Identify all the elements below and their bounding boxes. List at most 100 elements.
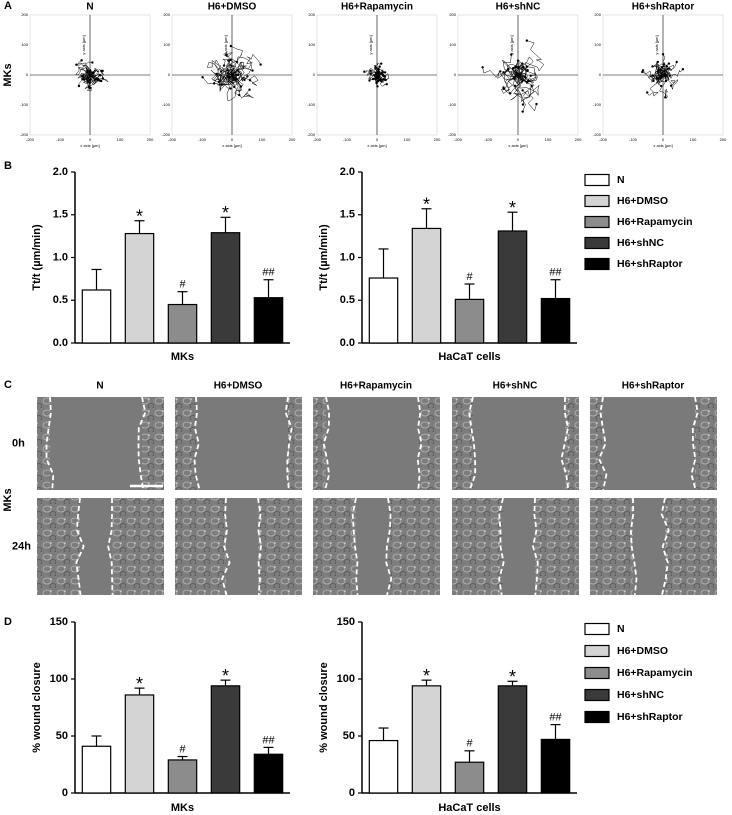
track xyxy=(654,65,667,76)
wound-edge xyxy=(75,497,85,596)
panel-letter: D xyxy=(4,616,12,628)
track-end xyxy=(235,60,239,64)
x-tick-label: -100 xyxy=(484,137,493,142)
y-axis-label: y axis [µm] xyxy=(509,35,514,54)
y-tick-label: 150 xyxy=(50,616,68,628)
y-tick-label: 200 xyxy=(21,12,28,17)
track xyxy=(223,51,243,78)
row-label: MKs xyxy=(2,63,14,86)
track-end xyxy=(661,52,665,56)
legend-swatch xyxy=(584,257,610,271)
x-tick-label: -200 xyxy=(26,137,35,142)
y-axis-label: y axis [µm] xyxy=(223,35,228,54)
track-end xyxy=(368,79,371,82)
x-axis-label: x axis [µm] xyxy=(367,143,386,148)
y-axis-label: y axis [µm] xyxy=(368,35,373,54)
track-end xyxy=(88,87,91,90)
plot-title: H6+DMSO xyxy=(208,2,257,13)
track-end xyxy=(382,78,385,81)
x-tick-label: 200 xyxy=(434,137,441,142)
image-title: H6+Rapamycin xyxy=(340,381,412,392)
track-end xyxy=(535,102,538,106)
wound-gap xyxy=(50,397,142,490)
x-tick-label: 0 xyxy=(89,137,92,142)
track xyxy=(482,60,519,79)
y-tick-label: 0 xyxy=(168,72,171,77)
track xyxy=(376,67,382,77)
significance-label: * xyxy=(136,674,143,694)
track xyxy=(89,74,97,81)
track-end xyxy=(383,71,387,74)
track-end xyxy=(526,69,529,72)
track-end xyxy=(369,69,372,73)
track xyxy=(221,74,243,101)
bar xyxy=(411,227,442,344)
legend-swatch xyxy=(584,644,610,658)
track-end xyxy=(502,71,505,74)
track xyxy=(511,61,537,83)
wound-gap xyxy=(603,397,695,490)
legend-swatch xyxy=(584,688,610,702)
track-end xyxy=(378,65,381,68)
x-tick-label: -200 xyxy=(599,137,608,142)
track xyxy=(212,67,234,83)
wound-edge xyxy=(351,497,359,596)
track-end xyxy=(510,53,513,56)
track-end xyxy=(248,79,252,82)
significance-label: ## xyxy=(549,267,562,279)
y-tick-label: 100 xyxy=(594,42,601,47)
y-tick-label: -200 xyxy=(448,132,457,137)
wound-gap xyxy=(80,498,112,595)
track xyxy=(642,71,663,78)
significance-label: # xyxy=(466,271,473,283)
track-end xyxy=(259,63,262,66)
y-tick-label: -200 xyxy=(593,132,602,137)
wound-gap xyxy=(226,498,258,595)
x-tick-label: 100 xyxy=(117,137,124,142)
significance-label: * xyxy=(222,203,229,223)
image-title: H6+DMSO xyxy=(214,381,263,392)
track xyxy=(510,74,531,101)
x-axis-label: x axis [µm] xyxy=(653,143,672,148)
track xyxy=(219,75,233,92)
y-axis-label: % wound closure xyxy=(318,662,330,752)
track-end xyxy=(652,79,655,83)
legend-label: H6+Rapamycin xyxy=(617,216,693,228)
track-end xyxy=(507,67,510,71)
track xyxy=(89,67,103,76)
track xyxy=(500,68,519,76)
x-tick-label: 100 xyxy=(259,137,266,142)
wound-edge xyxy=(598,396,608,491)
bar xyxy=(368,277,399,344)
wound-edge xyxy=(107,498,114,596)
track-end xyxy=(522,65,525,68)
y-tick-label: -100 xyxy=(20,102,29,107)
legend-label: N xyxy=(617,174,625,186)
track-end xyxy=(380,62,383,65)
bar xyxy=(454,298,485,344)
wound-edge xyxy=(221,497,231,596)
x-axis-label: HaCaT cells xyxy=(438,802,500,814)
track-end xyxy=(385,82,388,86)
track xyxy=(376,70,388,82)
y-tick-label: -100 xyxy=(162,102,171,107)
bar xyxy=(167,759,198,794)
track-end xyxy=(669,84,673,87)
track xyxy=(658,70,667,83)
plot-title: H6+Rapamycin xyxy=(341,2,413,13)
bar xyxy=(124,232,155,344)
y-axis-label: Tt/t (µm/min) xyxy=(318,224,330,291)
track-end xyxy=(513,84,517,88)
y-tick-label: 50 xyxy=(56,730,68,742)
significance-label: ## xyxy=(262,267,275,279)
track xyxy=(662,69,684,79)
track xyxy=(231,53,261,80)
y-tick-label: 1.0 xyxy=(340,251,355,263)
significance-label: * xyxy=(136,206,143,226)
y-tick-label: 1.5 xyxy=(340,209,355,221)
x-axis-label: HaCaT cells xyxy=(438,351,500,363)
y-axis-label: % wound closure xyxy=(31,662,43,752)
y-tick-label: 200 xyxy=(594,12,601,17)
y-tick-label: 100 xyxy=(337,673,355,685)
track-end xyxy=(668,74,672,77)
